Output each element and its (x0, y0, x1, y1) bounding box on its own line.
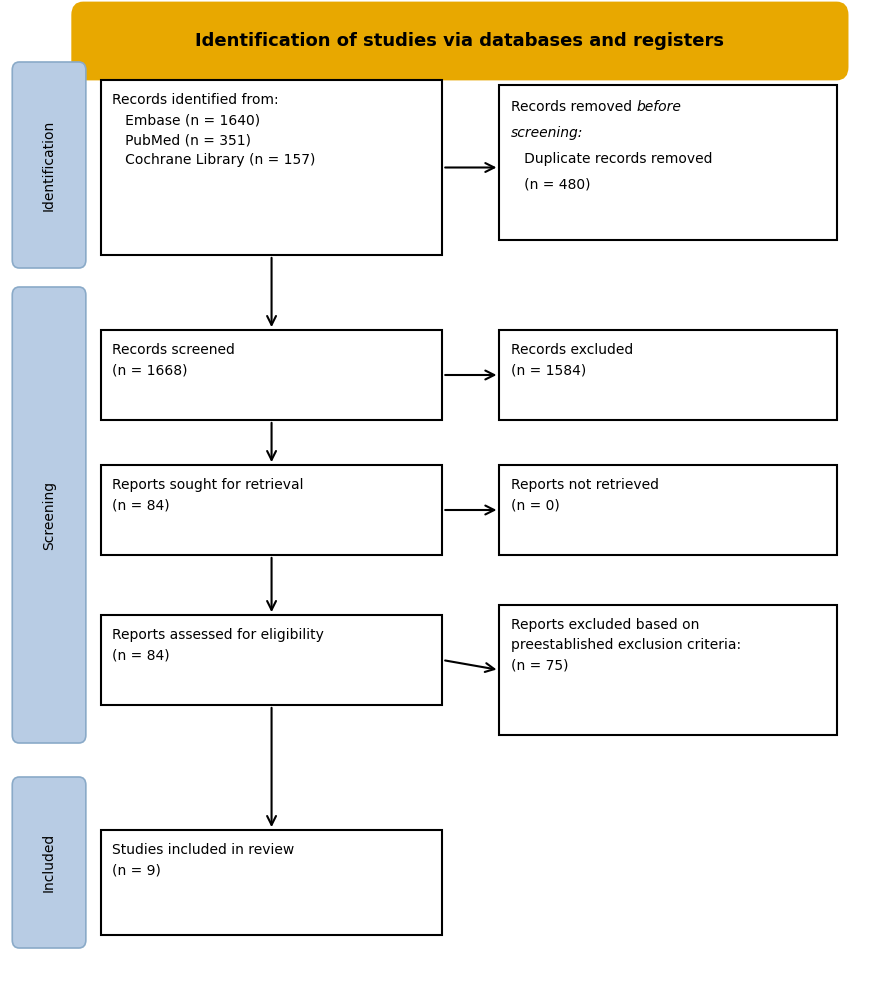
Bar (499, 330, 837, 420)
FancyBboxPatch shape (12, 62, 86, 268)
Bar (101, 80, 442, 255)
Text: Duplicate records removed: Duplicate records removed (511, 152, 712, 166)
Bar (101, 830, 442, 935)
Text: Reports excluded based on
preestablished exclusion criteria:
(n = 75): Reports excluded based on preestablished… (511, 618, 741, 672)
Text: Identification of studies via databases and registers: Identification of studies via databases … (195, 32, 724, 50)
Text: (n = 480): (n = 480) (511, 178, 590, 192)
Bar (499, 465, 837, 555)
Text: Identification: Identification (42, 119, 56, 211)
Bar (101, 615, 442, 705)
Text: before: before (636, 100, 682, 114)
Bar (101, 330, 442, 420)
Text: Records screened
(n = 1668): Records screened (n = 1668) (112, 343, 235, 377)
Text: Records excluded
(n = 1584): Records excluded (n = 1584) (511, 343, 633, 377)
Text: Studies included in review
(n = 9): Studies included in review (n = 9) (112, 843, 294, 877)
Text: Records identified from:
   Embase (n = 1640)
   PubMed (n = 351)
   Cochrane Li: Records identified from: Embase (n = 164… (112, 93, 315, 167)
Text: screening:: screening: (511, 126, 583, 140)
Text: Screening: Screening (42, 480, 56, 550)
Text: Included: Included (42, 833, 56, 892)
Text: Reports assessed for eligibility
(n = 84): Reports assessed for eligibility (n = 84… (112, 628, 324, 662)
FancyBboxPatch shape (12, 777, 86, 948)
FancyBboxPatch shape (73, 3, 847, 79)
Text: Records removed: Records removed (511, 100, 636, 114)
Text: Reports sought for retrieval
(n = 84): Reports sought for retrieval (n = 84) (112, 478, 304, 512)
Text: Reports not retrieved
(n = 0): Reports not retrieved (n = 0) (511, 478, 659, 512)
Bar (101, 465, 442, 555)
Bar (499, 85, 837, 240)
FancyBboxPatch shape (12, 287, 86, 743)
Bar (499, 605, 837, 735)
